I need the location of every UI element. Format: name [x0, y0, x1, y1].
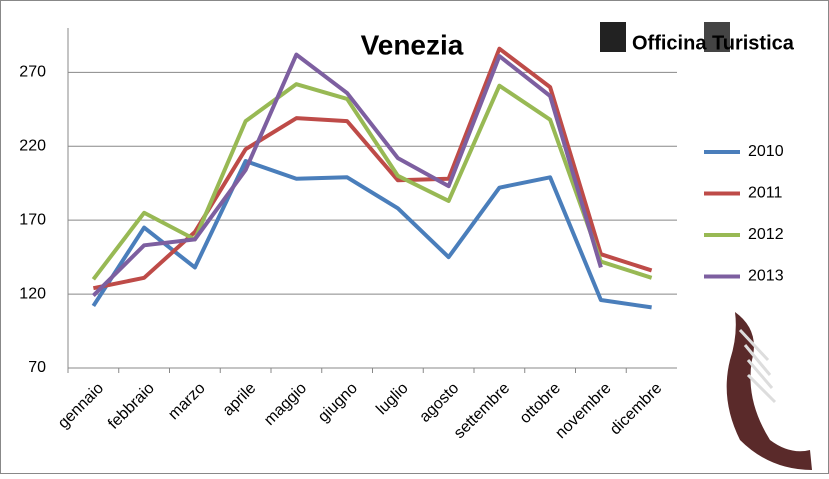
legend-label: 2012: [748, 226, 784, 243]
series-line: [91, 82, 653, 281]
series-line: [91, 159, 652, 310]
y-tick-label: 220: [19, 137, 46, 154]
legend-label: 2013: [748, 268, 784, 285]
y-tick-label: 120: [19, 285, 46, 302]
y-tick-label: 270: [19, 64, 46, 81]
logo: Officina Turistica: [632, 32, 795, 54]
chart-title: Venezia: [361, 29, 464, 60]
legend-label: 2010: [748, 143, 784, 160]
legend-label: 2011: [748, 185, 783, 202]
y-tick-label: 170: [19, 211, 46, 228]
logo-mark: [600, 22, 626, 52]
gondola: [726, 312, 812, 470]
series-line: [91, 52, 603, 297]
y-tick-label: 70: [28, 359, 46, 376]
logo-mark: [704, 22, 730, 52]
